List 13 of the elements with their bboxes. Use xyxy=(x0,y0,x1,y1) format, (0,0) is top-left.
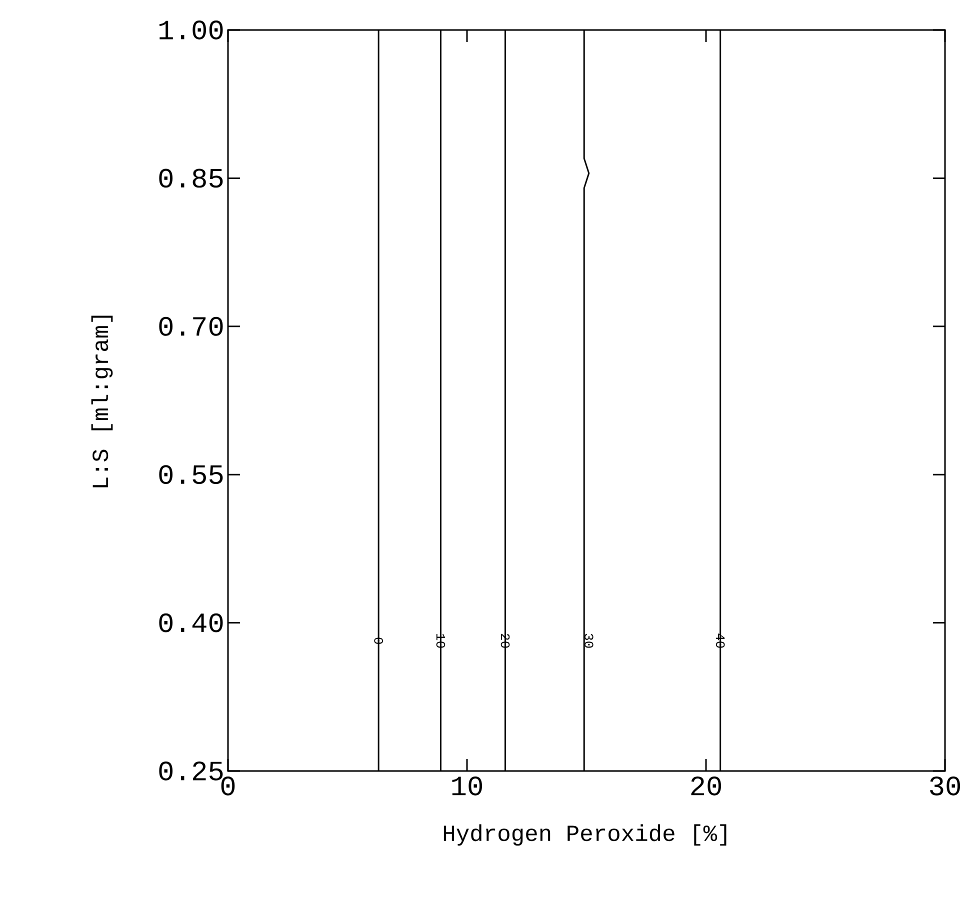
y-tick-label: 1.00 xyxy=(160,20,223,40)
text: 30 xyxy=(584,634,594,648)
y-tick-label: 0.85 xyxy=(159,168,223,188)
y-tick-label: 0.55 xyxy=(159,465,223,484)
x-tick-label: 0 xyxy=(221,776,235,796)
x-tick-label: 10 xyxy=(452,776,482,796)
x-tick-label: 20 xyxy=(691,776,722,796)
x-axis-title: Hydrogen Peroxide [%] xyxy=(444,824,726,846)
y-tick-label: 0.70 xyxy=(159,316,223,336)
y-tick-label: 0.40 xyxy=(159,613,223,632)
y-axis-title: L:S [ml:gram] xyxy=(91,316,113,488)
x-tick-label: 30 xyxy=(930,776,960,796)
y-tick-label: 0.25 xyxy=(159,762,223,780)
